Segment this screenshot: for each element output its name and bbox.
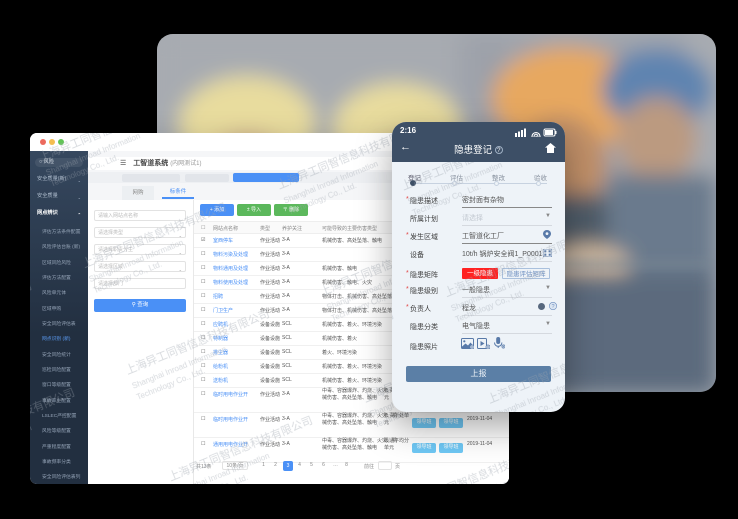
svg-text:?: ? <box>551 304 554 310</box>
